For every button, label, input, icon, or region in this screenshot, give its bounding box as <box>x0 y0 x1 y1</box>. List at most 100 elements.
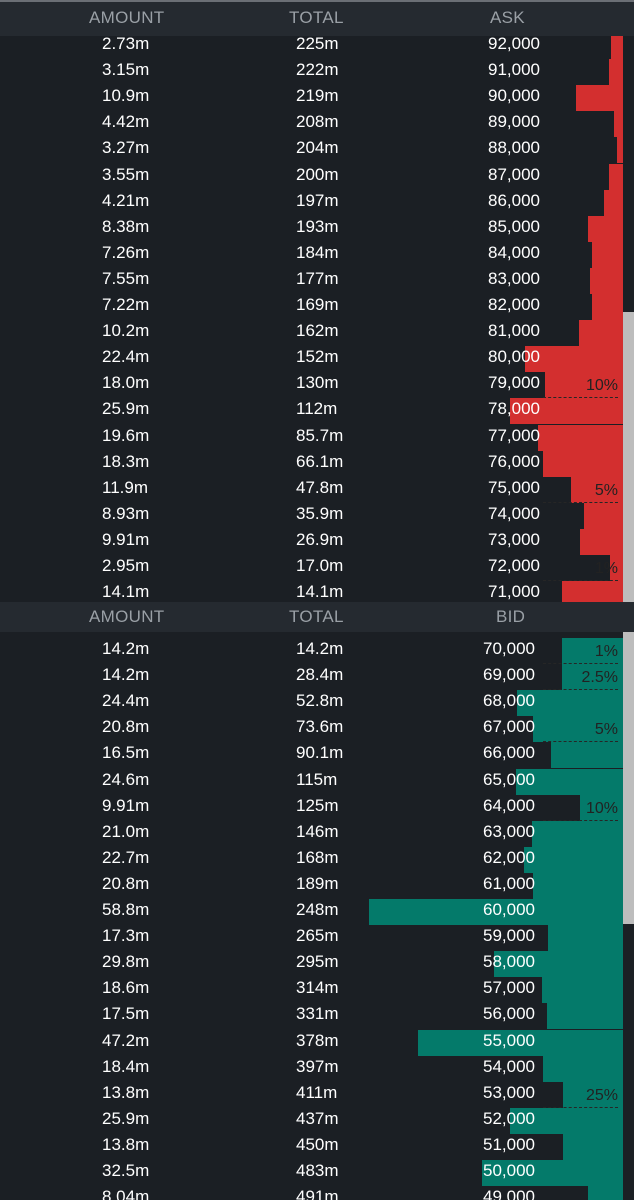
bid-row[interactable]: 17.5m 331m 56,000 <box>0 1001 634 1027</box>
ask-amount: 2.95m <box>102 556 150 575</box>
bid-order-book[interactable]: AMOUNT TOTAL BID 14.2m 14.2m 70,000 14.2m 28… <box>0 602 634 1200</box>
ask-row[interactable]: 7.26m 184m 84,000 <box>0 240 634 266</box>
bid-amount: 32.5m <box>102 1161 150 1180</box>
ask-amount: 18.0m <box>102 373 150 393</box>
bid-row[interactable]: 22.7m 168m 62,000 <box>0 845 634 871</box>
bid-row[interactable]: 9.91m 125m 64,000 <box>0 793 634 819</box>
bid-row[interactable]: 8.04m 491m 49,000 <box>0 1184 634 1200</box>
ask-total: 112m <box>296 399 338 419</box>
bid-row[interactable]: 13.8m 450m 51,000 <box>0 1132 634 1158</box>
bid-row[interactable]: 21.0m 146m 63,000 <box>0 819 634 845</box>
ask-amount: 8.38m <box>102 216 150 236</box>
ask-row[interactable]: 19.6m 85.7m 77,000 <box>0 423 634 449</box>
ask-total: 225m <box>296 34 339 53</box>
bid-row[interactable]: 17.3m 265m 59,000 <box>0 923 634 949</box>
ask-row[interactable]: 22.4m 152m 80,000 <box>0 344 634 370</box>
ask-row[interactable]: 18.0m 130m 79,000 <box>0 370 634 396</box>
bid-row[interactable]: 20.8m 189m 61,000 <box>0 871 634 897</box>
ask-amount: 22.4m <box>102 347 150 367</box>
bid-row[interactable]: 14.2m 28.4m 69,000 <box>0 662 634 688</box>
ask-row[interactable]: 4.21m 197m 86,000 <box>0 188 634 214</box>
bid-amount: 21.0m <box>102 821 150 841</box>
bid-price: 53,000 <box>483 1082 535 1102</box>
ask-price: 81,000 <box>488 321 540 341</box>
ask-total: 197m <box>296 190 339 210</box>
ask-row[interactable]: 8.93m 35.9m 74,000 <box>0 501 634 527</box>
ask-total: 204m <box>296 138 339 158</box>
bid-total: 411m <box>296 1082 338 1102</box>
ask-amount: 3.27m <box>102 138 150 158</box>
bid-row[interactable]: 58.8m 248m 60,000 <box>0 897 634 923</box>
ask-row[interactable]: 11.9m 47.8m 75,000 <box>0 475 634 501</box>
bid-row[interactable]: 29.8m 295m 58,000 <box>0 949 634 975</box>
bid-row[interactable]: 24.6m 115m 65,000 <box>0 767 634 793</box>
ask-amount: 10.9m <box>102 86 150 106</box>
ask-amount: 8.93m <box>102 503 150 523</box>
bid-price: 50,000 <box>483 1161 535 1180</box>
bid-price: 58,000 <box>483 952 535 972</box>
ask-total: 17.0m <box>296 556 344 575</box>
ask-price: 72,000 <box>488 556 540 575</box>
ask-row[interactable]: 10.2m 162m 81,000 <box>0 318 634 344</box>
bid-row[interactable]: 32.5m 483m 50,000 <box>0 1158 634 1184</box>
bid-row[interactable]: 13.8m 411m 53,000 <box>0 1080 634 1106</box>
bid-amount: 17.3m <box>102 926 150 946</box>
ask-depth-marker-label: 5% <box>594 481 618 499</box>
ask-depth-bar <box>590 267 623 294</box>
bid-row[interactable]: 18.4m 397m 54,000 <box>0 1054 634 1080</box>
ask-row[interactable]: 3.55m 200m 87,000 <box>0 162 634 188</box>
ask-depth-marker-label: 1% <box>594 560 618 578</box>
top-border <box>0 0 634 2</box>
ask-depth-bar <box>545 372 623 399</box>
ask-row[interactable]: 2.95m 17.0m 72,000 <box>0 553 634 579</box>
ask-row[interactable]: 14.1m 14.1m 71,000 <box>0 579 634 602</box>
bid-price: 70,000 <box>483 639 535 658</box>
ask-row[interactable]: 7.55m 177m 83,000 <box>0 266 634 292</box>
ask-depth-marker-line <box>543 501 618 503</box>
ask-depth-bar <box>609 59 623 86</box>
bid-depth-bar <box>532 820 623 847</box>
bid-depth-bar <box>517 690 623 717</box>
ask-total: 222m <box>296 60 339 80</box>
ask-row[interactable]: 3.27m 204m 88,000 <box>0 135 634 161</box>
ask-row[interactable]: 8.38m 193m 85,000 <box>0 214 634 240</box>
ask-row[interactable]: 25.9m 112m 78,000 <box>0 396 634 422</box>
ask-total: 219m <box>296 86 339 106</box>
ask-depth-bar <box>579 320 623 347</box>
ask-row[interactable]: 2.73m 225m 92,000 <box>0 31 634 57</box>
ask-scrollbar[interactable] <box>623 312 634 602</box>
ask-row[interactable]: 10.9m 219m 90,000 <box>0 83 634 109</box>
bid-row[interactable]: 24.4m 52.8m 68,000 <box>0 688 634 714</box>
ask-row[interactable]: 18.3m 66.1m 76,000 <box>0 449 634 475</box>
bid-amount: 17.5m <box>102 1004 150 1024</box>
bid-row[interactable]: 18.6m 314m 57,000 <box>0 975 634 1001</box>
ask-price: 88,000 <box>488 138 540 158</box>
ask-order-book[interactable]: AMOUNT TOTAL ASK 2.73m 225m 92,000 3.15m 222… <box>0 0 634 602</box>
bid-row[interactable]: 25.9m 437m 52,000 <box>0 1106 634 1132</box>
ask-total: 35.9m <box>296 503 344 523</box>
bid-price: 54,000 <box>483 1056 535 1076</box>
bid-total: 115m <box>296 769 338 789</box>
bid-scrollbar[interactable] <box>623 632 634 924</box>
bid-row[interactable]: 20.8m 73.6m 67,000 <box>0 714 634 740</box>
ask-depth-bar <box>584 502 623 529</box>
bid-depth-marker-line <box>543 689 618 691</box>
bid-depth-bar <box>548 925 623 952</box>
ask-row[interactable]: 7.22m 169m 82,000 <box>0 292 634 318</box>
ask-price: 78,000 <box>488 399 540 419</box>
ask-row[interactable]: 3.15m 222m 91,000 <box>0 57 634 83</box>
bid-price: 59,000 <box>483 926 535 946</box>
ask-depth-bar <box>580 528 623 555</box>
ask-row[interactable]: 9.91m 26.9m 73,000 <box>0 527 634 553</box>
ask-total: 177m <box>296 268 339 288</box>
ask-depth-bar <box>562 581 623 602</box>
bid-header-price: BID <box>496 607 526 626</box>
ask-row[interactable]: 4.42m 208m 89,000 <box>0 109 634 135</box>
ask-total: 152m <box>296 347 339 367</box>
bid-row[interactable]: 47.2m 378m 55,000 <box>0 1028 634 1054</box>
bid-total: 450m <box>296 1134 339 1154</box>
bid-row[interactable]: 14.2m 14.2m 70,000 <box>0 636 634 662</box>
ask-amount: 7.26m <box>102 242 150 262</box>
bid-depth-bars <box>0 602 634 1200</box>
bid-row[interactable]: 16.5m 90.1m 66,000 <box>0 740 634 766</box>
